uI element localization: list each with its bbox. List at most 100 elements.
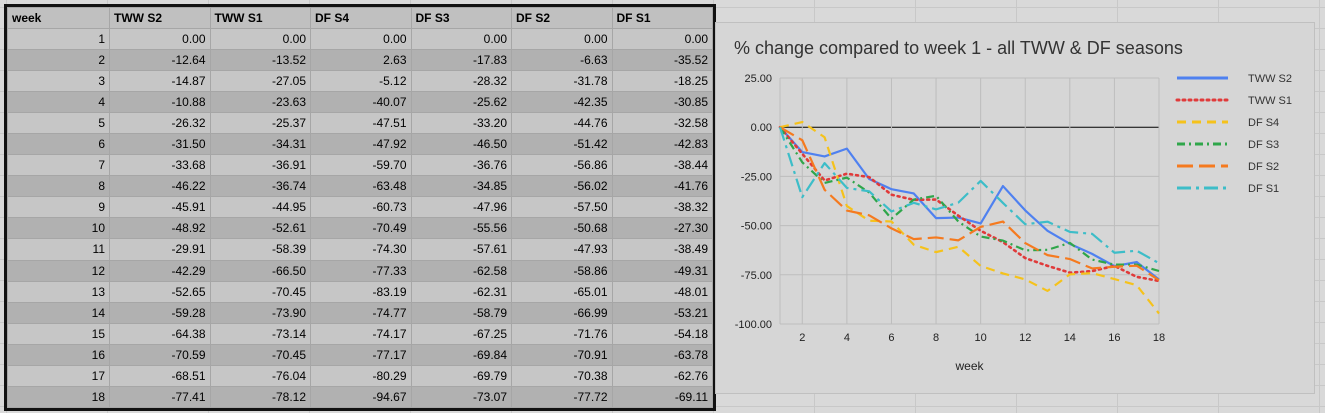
- value-cell[interactable]: -47.93: [511, 238, 613, 261]
- header-cell[interactable]: week: [7, 7, 110, 29]
- series-line-df-s2[interactable]: [779, 126, 1160, 282]
- value-cell[interactable]: -94.67: [310, 385, 412, 409]
- value-cell[interactable]: -32.58: [611, 112, 713, 135]
- value-cell[interactable]: -65.01: [511, 280, 613, 303]
- value-cell[interactable]: -77.33: [310, 259, 412, 282]
- value-cell[interactable]: -6.63: [511, 49, 613, 72]
- value-cell[interactable]: -60.73: [310, 196, 412, 219]
- series-line-df-s4[interactable]: [779, 120, 1160, 315]
- value-cell[interactable]: 0.00: [410, 27, 512, 51]
- value-cell[interactable]: 0.00: [310, 27, 412, 51]
- value-cell[interactable]: -66.50: [209, 259, 311, 282]
- week-cell[interactable]: 7: [7, 154, 110, 177]
- value-cell[interactable]: -12.64: [109, 49, 211, 72]
- value-cell[interactable]: -40.07: [310, 91, 412, 114]
- value-cell[interactable]: -59.28: [109, 301, 211, 324]
- value-cell[interactable]: -26.32: [109, 112, 211, 135]
- value-cell[interactable]: -70.45: [209, 280, 311, 303]
- value-cell[interactable]: -57.50: [511, 196, 613, 219]
- week-cell[interactable]: 12: [7, 259, 110, 282]
- value-cell[interactable]: -23.63: [209, 91, 311, 114]
- value-cell[interactable]: -42.35: [511, 91, 613, 114]
- header-cell[interactable]: TWW S2: [109, 7, 211, 29]
- value-cell[interactable]: -70.91: [511, 343, 613, 366]
- week-cell[interactable]: 3: [7, 70, 110, 93]
- value-cell[interactable]: -46.22: [109, 175, 211, 198]
- value-cell[interactable]: -50.68: [511, 217, 613, 240]
- value-cell[interactable]: -25.62: [410, 91, 512, 114]
- value-cell[interactable]: -31.50: [109, 133, 211, 156]
- value-cell[interactable]: -44.76: [511, 112, 613, 135]
- value-cell[interactable]: 0.00: [511, 27, 613, 51]
- value-cell[interactable]: -74.30: [310, 238, 412, 261]
- header-cell[interactable]: DF S1: [611, 7, 713, 29]
- week-cell[interactable]: 5: [7, 112, 110, 135]
- week-cell[interactable]: 8: [7, 175, 110, 198]
- value-cell[interactable]: -53.21: [611, 301, 713, 324]
- value-cell[interactable]: 0.00: [109, 27, 211, 51]
- value-cell[interactable]: -33.20: [410, 112, 512, 135]
- value-cell[interactable]: -38.44: [611, 154, 713, 177]
- header-cell[interactable]: DF S4: [310, 7, 412, 29]
- value-cell[interactable]: -47.96: [410, 196, 512, 219]
- legend-label[interactable]: TWW S1: [1248, 95, 1292, 107]
- value-cell[interactable]: -80.29: [310, 364, 412, 387]
- legend-label[interactable]: TWW S2: [1248, 73, 1292, 85]
- value-cell[interactable]: -73.07: [410, 385, 512, 409]
- value-cell[interactable]: -83.19: [310, 280, 412, 303]
- series-line-df-s1[interactable]: [778, 126, 1160, 265]
- value-cell[interactable]: -42.83: [611, 133, 713, 156]
- value-cell[interactable]: -34.31: [209, 133, 311, 156]
- value-cell[interactable]: -25.37: [209, 112, 311, 135]
- value-cell[interactable]: -64.38: [109, 322, 211, 345]
- week-cell[interactable]: 13: [7, 280, 110, 303]
- week-cell[interactable]: 16: [7, 343, 110, 366]
- value-cell[interactable]: -70.38: [511, 364, 613, 387]
- value-cell[interactable]: 0.00: [209, 27, 311, 51]
- value-cell[interactable]: -38.32: [611, 196, 713, 219]
- value-cell[interactable]: -27.05: [209, 70, 311, 93]
- value-cell[interactable]: -47.92: [310, 133, 412, 156]
- week-cell[interactable]: 1: [7, 27, 110, 51]
- value-cell[interactable]: -58.79: [410, 301, 512, 324]
- value-cell[interactable]: -28.32: [410, 70, 512, 93]
- value-cell[interactable]: -57.61: [410, 238, 512, 261]
- value-cell[interactable]: -62.76: [611, 364, 713, 387]
- value-cell[interactable]: -42.29: [109, 259, 211, 282]
- value-cell[interactable]: -44.95: [209, 196, 311, 219]
- value-cell[interactable]: -31.78: [511, 70, 613, 93]
- value-cell[interactable]: -68.51: [109, 364, 211, 387]
- value-cell[interactable]: -77.41: [109, 385, 211, 409]
- value-cell[interactable]: -10.88: [109, 91, 211, 114]
- value-cell[interactable]: -71.76: [511, 322, 613, 345]
- week-cell[interactable]: 10: [7, 217, 110, 240]
- value-cell[interactable]: -41.76: [611, 175, 713, 198]
- value-cell[interactable]: -36.74: [209, 175, 311, 198]
- value-cell[interactable]: -73.90: [209, 301, 311, 324]
- value-cell[interactable]: -48.92: [109, 217, 211, 240]
- week-cell[interactable]: 15: [7, 322, 110, 345]
- value-cell[interactable]: -69.79: [410, 364, 512, 387]
- header-cell[interactable]: TWW S1: [209, 7, 311, 29]
- value-cell[interactable]: -74.17: [310, 322, 412, 345]
- value-cell[interactable]: -62.58: [410, 259, 512, 282]
- value-cell[interactable]: -46.50: [410, 133, 512, 156]
- legend-label[interactable]: DF S3: [1248, 139, 1279, 151]
- value-cell[interactable]: -47.51: [310, 112, 412, 135]
- value-cell[interactable]: -18.25: [611, 70, 713, 93]
- week-cell[interactable]: 2: [7, 49, 110, 72]
- header-cell[interactable]: DF S3: [410, 7, 512, 29]
- value-cell[interactable]: -77.72: [511, 385, 613, 409]
- value-cell[interactable]: -34.85: [410, 175, 512, 198]
- value-cell[interactable]: -78.12: [209, 385, 311, 409]
- chart-panel[interactable]: % change compared to week 1 - all TWW & …: [715, 22, 1315, 394]
- value-cell[interactable]: -30.85: [611, 91, 713, 114]
- legend-label[interactable]: DF S1: [1248, 183, 1279, 195]
- week-cell[interactable]: 11: [7, 238, 110, 261]
- series-line-df-s3[interactable]: [779, 126, 1160, 273]
- value-cell[interactable]: -69.84: [410, 343, 512, 366]
- value-cell[interactable]: -52.61: [209, 217, 311, 240]
- value-cell[interactable]: -66.99: [511, 301, 613, 324]
- value-cell[interactable]: -77.17: [310, 343, 412, 366]
- value-cell[interactable]: -36.91: [209, 154, 311, 177]
